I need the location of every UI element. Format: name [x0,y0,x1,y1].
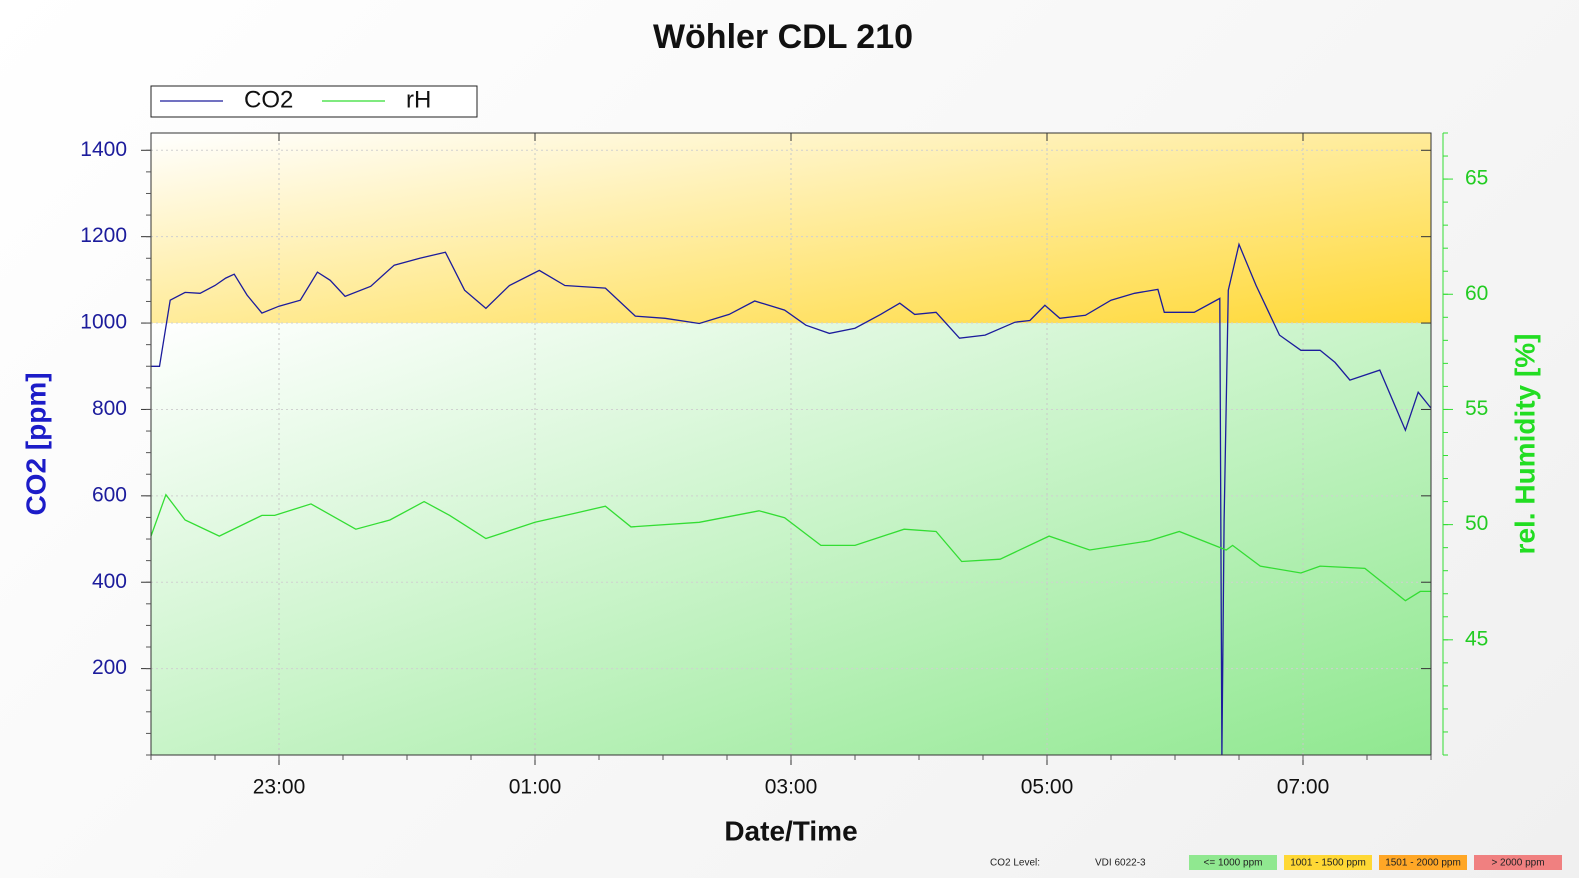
legend-label: CO2 [244,86,293,113]
zone-swatch [1379,855,1467,870]
legend: CO2 rH [160,86,431,113]
y-axis-title: CO2 [ppm] [20,372,51,515]
zone-label: <= 1000 ppm [1204,858,1263,869]
y2-tick-label: 60 [1465,282,1488,305]
y-tick-label: 1000 [80,311,127,334]
y-tick-label: 400 [92,570,127,593]
y-tick-label: 1400 [80,138,127,161]
zone-label: 1501 - 2000 ppm [1385,858,1461,869]
y-tick-label: 200 [92,656,127,679]
zone-swatch [1474,855,1562,870]
y2-tick-label: 55 [1465,397,1488,420]
x-tick-label: 05:00 [1021,776,1074,799]
y-tick-label: 600 [92,483,127,506]
x-tick-label: 01:00 [509,776,562,799]
y2-axis-title: rel. Humidity [%] [1509,334,1540,555]
zone-swatch [1189,855,1277,870]
x-tick-label: 07:00 [1277,776,1330,799]
axes: 23:00 01:00 03:00 05:00 07:00 200 400 600 800 100… [80,132,1488,799]
zone-legend: <= 1000 ppm 1001 - 1500 ppm 1501 - 2000 pp… [1189,855,1562,870]
zone-label: 1001 - 1500 ppm [1290,858,1366,869]
zones-standard: VDI 6022-3 [1095,858,1146,869]
y-tick-label: 800 [92,397,127,420]
y-tick-label: 1200 [80,224,127,247]
lines [150,242,1432,756]
x-tick-label: 23:00 [253,776,306,799]
y2-tick-label: 45 [1465,627,1488,650]
grid [151,133,1431,755]
legend-label: rH [406,86,431,113]
y2-tick-label: 65 [1465,167,1488,190]
y2-tick-label: 50 [1465,512,1488,535]
series-line [150,493,1431,602]
zones-title: CO2 Level: [990,858,1040,869]
zone-label: > 2000 ppm [1491,858,1544,869]
series-line [151,242,1432,756]
x-tick-label: 03:00 [765,776,818,799]
chart-title: Wöhler CDL 210 [653,18,913,56]
x-axis-title: Date/Time [724,815,857,846]
zone-swatch [1284,855,1372,870]
